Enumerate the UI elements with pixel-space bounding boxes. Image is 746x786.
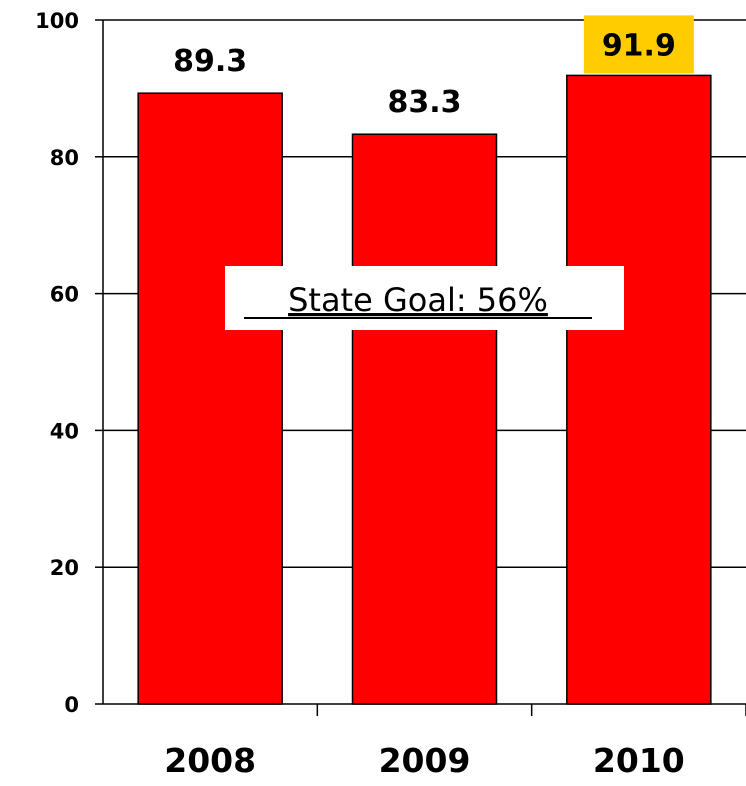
y-tick-label-40: 40 (50, 419, 79, 443)
y-tick-label-60: 60 (50, 283, 79, 307)
annotation-state-goal: State Goal: 56% (288, 281, 548, 319)
x-category-labels: 2008 2009 2010 (164, 741, 685, 780)
x-label-2009: 2009 (379, 741, 471, 780)
y-tick-label-0: 0 (64, 693, 79, 717)
bars (137, 74, 712, 705)
data-label-bg-2008 (158, 37, 263, 82)
data-label-2009: 83.3 (387, 85, 461, 120)
data-labels: 89.3 83.3 91.9 (158, 15, 694, 123)
axes (95, 19, 746, 716)
data-label-2008: 89.3 (173, 44, 247, 79)
y-tick-label-80: 80 (50, 146, 79, 170)
y-tick-label-100: 100 (35, 9, 79, 33)
data-label-bg-2010 (583, 15, 694, 74)
y-tick-labels: 0 20 40 60 80 100 (35, 9, 79, 717)
bar-2010 (566, 74, 712, 705)
data-label-2010: 91.9 (602, 28, 676, 63)
bar-2009 (351, 133, 498, 705)
y-tick-label-20: 20 (50, 556, 79, 580)
annotation-box (225, 266, 624, 330)
x-label-2008: 2008 (164, 741, 256, 780)
data-label-bg-2009 (372, 78, 477, 123)
x-label-2010: 2010 (593, 741, 685, 780)
annotation: State Goal: 56% (225, 266, 624, 330)
bar-2008 (137, 92, 283, 705)
